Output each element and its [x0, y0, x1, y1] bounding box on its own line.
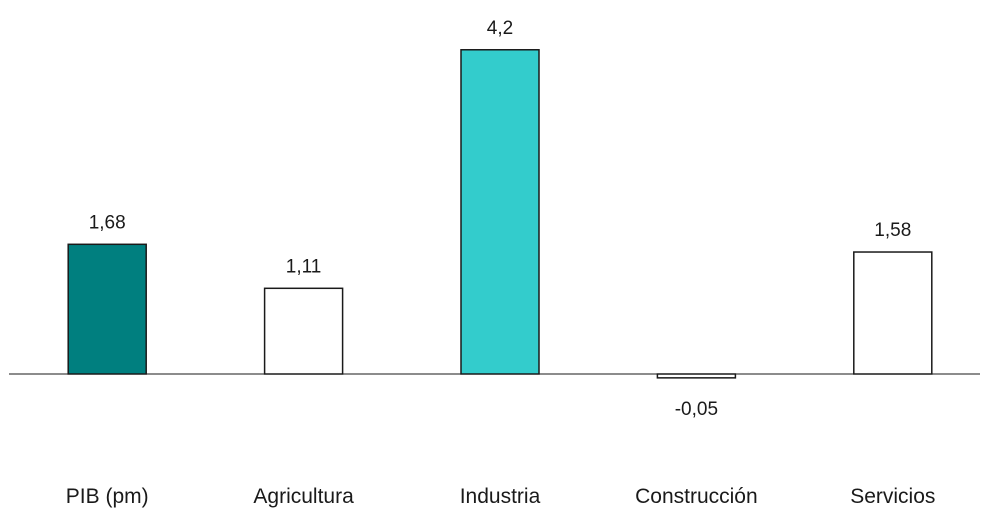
value-label-pib-pm: 1,68: [89, 212, 126, 233]
category-labels-group: PIB (pm) Agricultura Industria Construcción…: [66, 485, 936, 508]
category-label-servicios: Servicios: [850, 485, 935, 508]
value-label-construccion: -0,05: [675, 399, 718, 420]
bars-group: [67, 49, 933, 379]
bar-construccion: [656, 373, 737, 379]
bar-agricultura: [263, 287, 344, 375]
bar-pib-pm: [67, 243, 147, 375]
value-labels-group: 1,68 1,11 4,2 -0,05 1,58: [89, 18, 912, 420]
category-label-construccion: Construcción: [635, 485, 758, 508]
value-label-agricultura: 1,11: [286, 256, 322, 277]
value-label-industria: 4,2: [487, 18, 513, 39]
value-label-servicios: 1,58: [874, 220, 911, 241]
category-label-industria: Industria: [460, 485, 541, 508]
bar-servicios: [853, 251, 933, 375]
bar-industria: [460, 49, 540, 375]
category-label-agricultura: Agricultura: [253, 485, 354, 508]
category-label-pib-pm: PIB (pm): [66, 485, 149, 508]
